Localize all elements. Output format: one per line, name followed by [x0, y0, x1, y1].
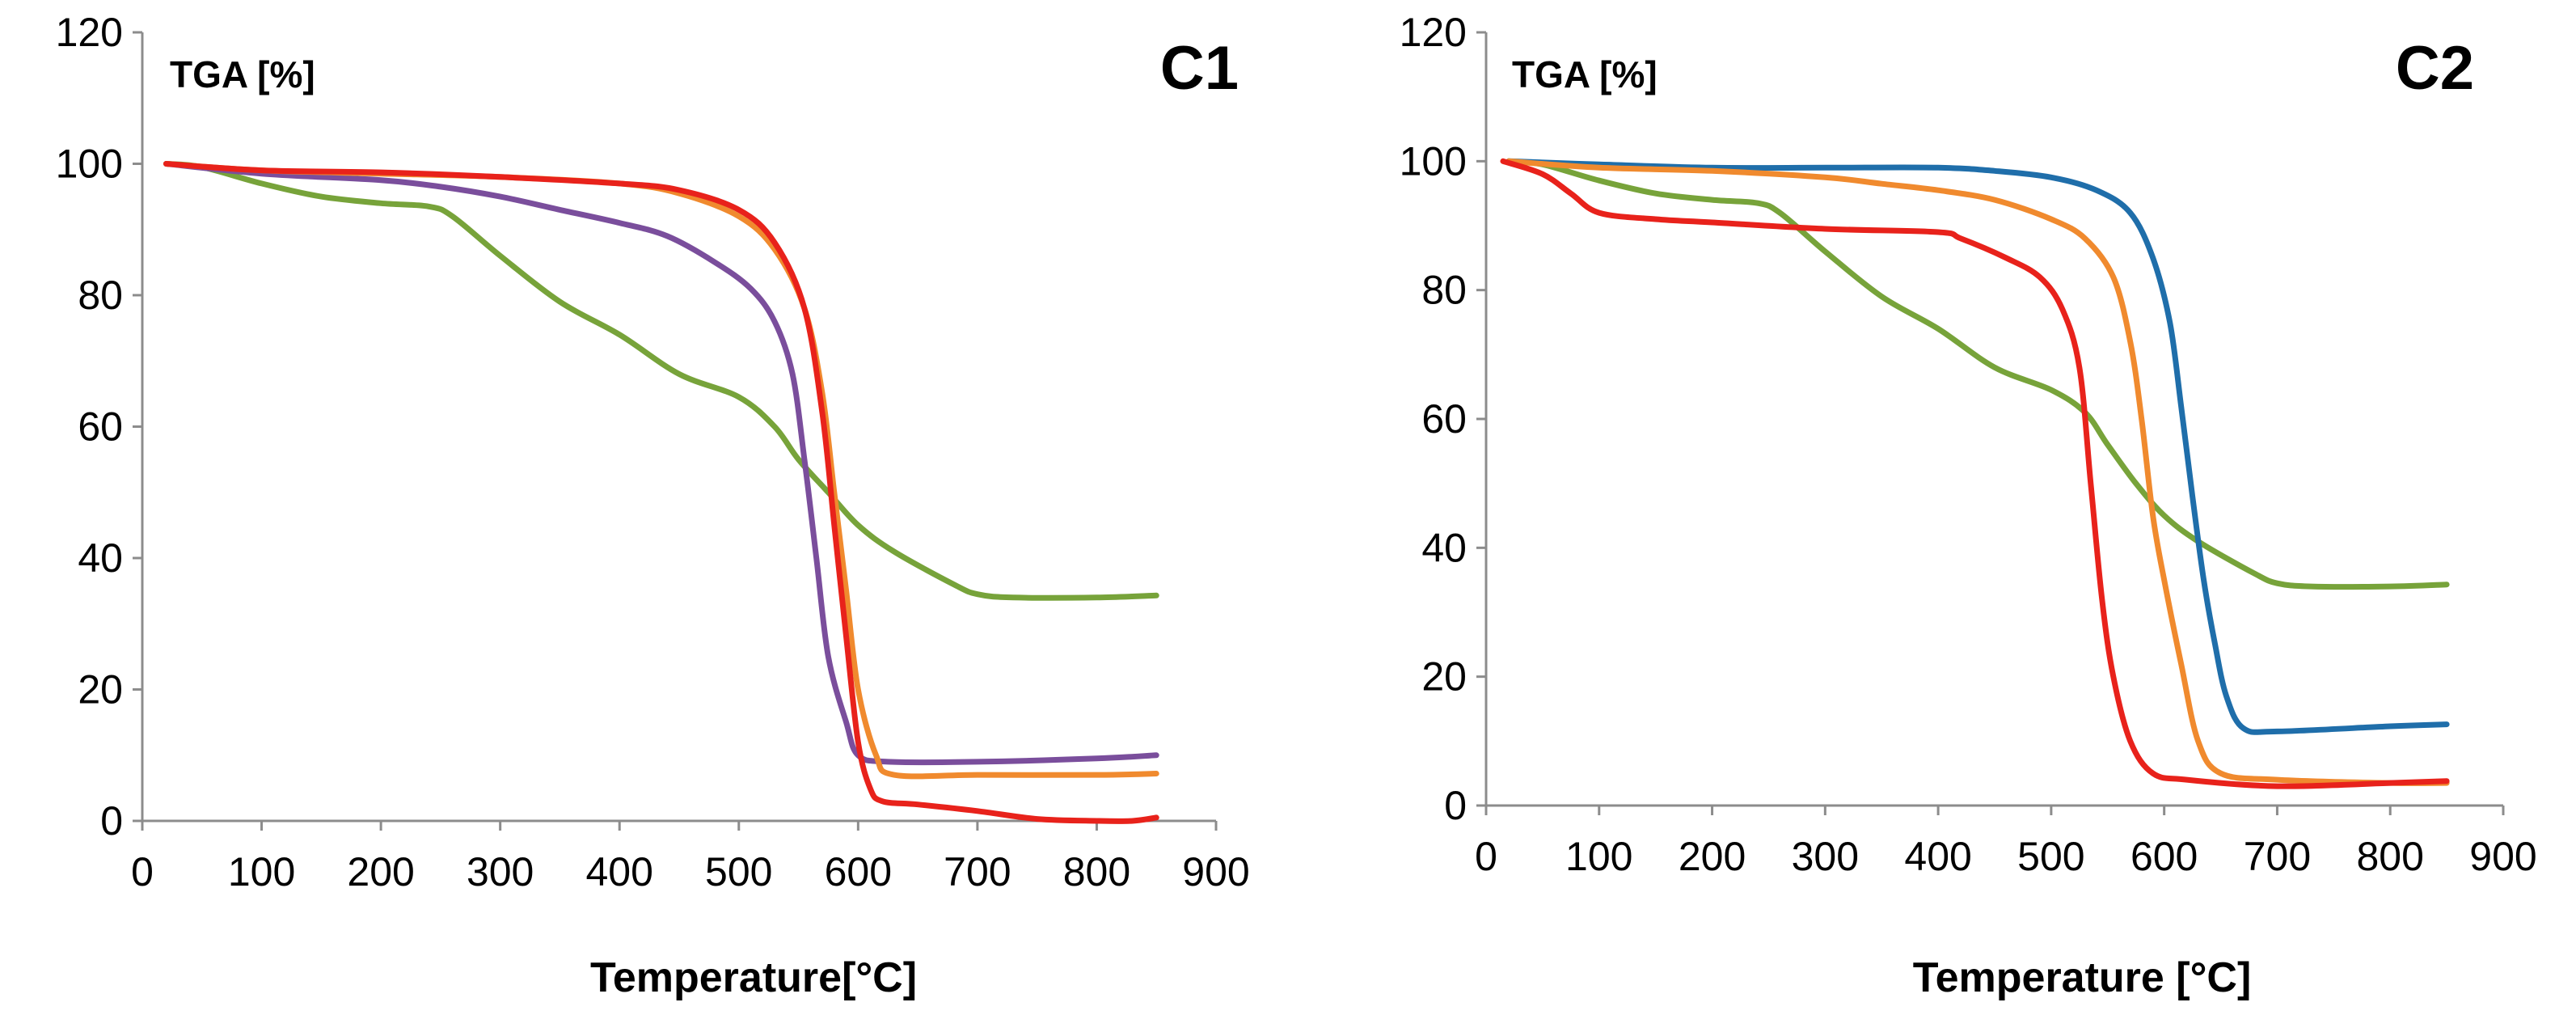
- chart-c1-x-tick-label: 300: [467, 849, 534, 894]
- chart-c1-y-tick-label: 80: [78, 273, 123, 318]
- chart-c2-series-red: [1500, 158, 2450, 789]
- chart-c2: TGA [%] C2 Temperature [°C] 0 20 40 60 80 100…: [1400, 10, 2537, 1001]
- chart-c1-title: C1: [1160, 34, 1239, 103]
- chart-c2-series-green: [1505, 158, 2450, 590]
- chart-c2-series-orange: [1505, 158, 2450, 786]
- chart-c2-x-tick-label: 400: [1904, 834, 1971, 879]
- chart-c2-xlabel: Temperature [°C]: [1913, 954, 2252, 1001]
- chart-c1-x-tick-label: 200: [347, 849, 414, 894]
- chart-c2-x-tick-label: 200: [1679, 834, 1746, 879]
- chart-c1-xlabel: Temperature[°C]: [590, 954, 917, 1001]
- chart-c1-x-tick-label: 0: [131, 849, 154, 894]
- chart-c1: TGA [%] C1 Temperature[°C] 0 20 40 60 80 100 1…: [56, 10, 1250, 1001]
- chart-c2-x-tick-label: 0: [1475, 834, 1497, 879]
- chart-c2-x-tick-label: 300: [1792, 834, 1859, 879]
- chart-c1-series-red: [163, 161, 1159, 824]
- chart-c2-ylabel: TGA [%]: [1512, 53, 1658, 95]
- chart-c1-y-tick-label: 60: [78, 404, 123, 450]
- chart-c1-x-tick-label: 900: [1182, 849, 1249, 894]
- chart-c1-x-tick-label: 500: [705, 849, 772, 894]
- chart-c2-x-tick-label: 700: [2244, 834, 2311, 879]
- chart-c1-x-tick-label: 700: [944, 849, 1011, 894]
- chart-c2-x-tick-label: 900: [2469, 834, 2536, 879]
- chart-c1-y-tick-label: 100: [56, 142, 123, 187]
- chart-c1-x-tick-label: 100: [228, 849, 295, 894]
- chart-c1-series-green: [163, 161, 1159, 601]
- chart-c1-y-tick-label: 0: [100, 798, 123, 844]
- chart-c2-y-tick-label: 40: [1421, 525, 1467, 570]
- chart-c2-x-tick-label: 800: [2357, 834, 2424, 879]
- chart-c1-ylabel: TGA [%]: [170, 53, 315, 95]
- chart-c1-x-tick-label: 400: [586, 849, 653, 894]
- chart-c1-y-tick-label: 120: [56, 10, 123, 55]
- chart-c2-y-tick-label: 100: [1400, 138, 1467, 184]
- chart-c2-x-tick-label: 100: [1565, 834, 1632, 879]
- chart-c1-x-tick-label: 600: [825, 849, 892, 894]
- chart-c1-series-purple: [163, 161, 1159, 766]
- chart-c2-y-tick-label: 20: [1421, 654, 1467, 700]
- chart-c2-title: C2: [2396, 34, 2474, 103]
- chart-c2-y-tick-label: 0: [1444, 783, 1467, 828]
- chart-c2-y-tick-label: 60: [1421, 396, 1467, 442]
- chart-c2-y-tick-label: 120: [1400, 10, 1467, 55]
- chart-c1-x-tick-label: 800: [1063, 849, 1130, 894]
- chart-c1-y-tick-label: 40: [78, 535, 123, 581]
- chart-c2-x-tick-label: 500: [2017, 834, 2084, 879]
- chart-c2-series-blue: [1505, 158, 2450, 735]
- chart-c2-y-tick-label: 80: [1421, 268, 1467, 313]
- chart-c2-x-tick-label: 600: [2130, 834, 2198, 879]
- chart-c1-y-tick-label: 20: [78, 667, 123, 713]
- chart-c1-series-orange: [163, 161, 1159, 780]
